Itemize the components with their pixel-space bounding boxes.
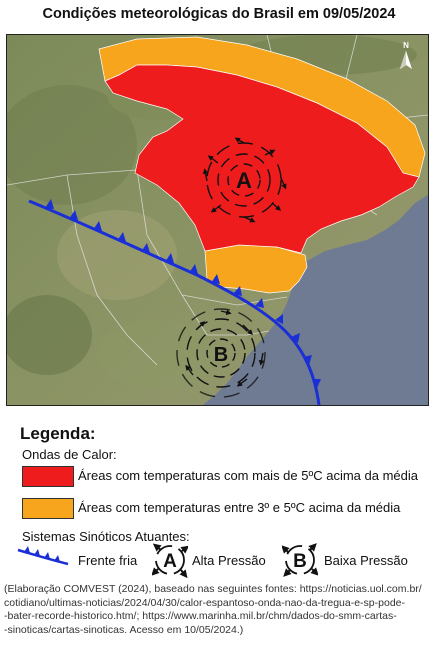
low-pressure-icon-letter: B (293, 551, 307, 572)
low-pressure-icon: B (282, 543, 318, 577)
credit-line: (Elaboração COMVEST (2024), baseado nas … (4, 583, 422, 595)
legend-label-above-5c: Áreas com temperaturas com mais de 5ºC a… (78, 468, 418, 483)
high-pressure-system: A (202, 137, 287, 223)
high-pressure-label-legend: Alta Pressão (192, 553, 266, 568)
heat-zone-above-5c (104, 64, 420, 254)
source-credit: (Elaboração COMVEST (2024), baseado nas … (4, 583, 434, 637)
credit-line: -sinoticas/cartas-sinoticas. Acesso em 1… (4, 623, 244, 636)
cold-front-icon (17, 546, 69, 566)
cold-front (28, 199, 321, 405)
credit-line: cotidiano/ultimas-noticias/2024/04/30/ca… (4, 596, 405, 609)
legend-title: Legenda: (20, 424, 96, 443)
map-title: Condições meteorológicas do Brasil em 09… (42, 6, 396, 22)
high-pressure-label: A (236, 168, 252, 193)
cold-front-label: Frente fria (78, 553, 138, 568)
ocean-area (203, 195, 428, 405)
legend-swatch-above-5c (22, 466, 74, 487)
high-pressure-icon-letter: A (163, 551, 177, 572)
low-pressure-label-legend: Baixa Pressão (324, 553, 408, 568)
weather-map: A B (6, 34, 429, 406)
low-pressure-system: B (176, 308, 266, 398)
legend-swatch-3-5c (22, 498, 74, 519)
synoptic-systems-section-title: Sistemas Sinóticos Atuantes: (22, 529, 190, 544)
legend-label-3-5c: Áreas com temperaturas entre 3º e 5ºC ac… (78, 500, 401, 515)
credit-line: -bater-recorde-historico.htm/; https://w… (4, 610, 397, 622)
north-arrow-icon: N (399, 41, 412, 70)
heat-wave-section-title: Ondas de Calor: (22, 447, 117, 462)
high-pressure-icon: A (152, 543, 188, 578)
low-pressure-label: B (214, 344, 228, 366)
north-label: N (403, 41, 409, 50)
